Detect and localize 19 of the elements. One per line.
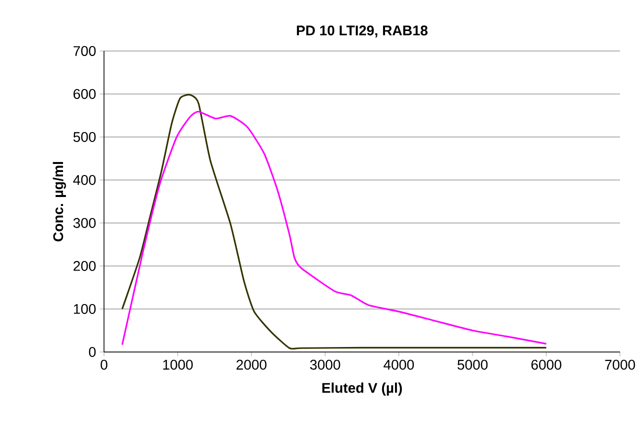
x-tick-label: 3000 — [310, 360, 340, 370]
x-tick-label: 1000 — [163, 360, 193, 370]
x-axis-title: Eluted V (µl) — [322, 382, 402, 396]
y-tick-label: 100 — [74, 304, 96, 314]
x-tick-label: 6000 — [531, 360, 562, 370]
y-axis-title: Conc. µg/ml — [52, 162, 66, 242]
x-tick-label: 0 — [100, 360, 108, 370]
y-tick-label: 400 — [73, 175, 96, 185]
y-tick-label: 0 — [88, 347, 96, 357]
x-tick-label: 7000 — [605, 360, 636, 370]
y-tick-label: 200 — [74, 261, 96, 271]
chart-title: PD 10 LTI29, RAB18 — [296, 26, 428, 38]
y-tick-label: 500 — [73, 132, 96, 142]
y-tick-label: 300 — [73, 218, 96, 228]
x-tick-label: 4000 — [384, 360, 414, 370]
x-tick-label: 2000 — [236, 360, 266, 370]
x-tick-label: 5000 — [458, 360, 488, 370]
y-tick-label: 700 — [74, 46, 96, 56]
y-tick-label: 600 — [74, 89, 96, 99]
